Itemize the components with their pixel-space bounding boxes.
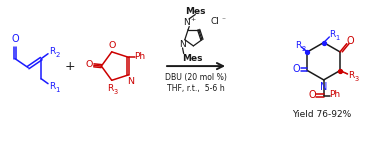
Text: R: R xyxy=(49,47,55,56)
Text: N: N xyxy=(183,18,190,27)
Text: Ph: Ph xyxy=(134,52,146,61)
Text: Mes: Mes xyxy=(182,54,202,63)
Text: +: + xyxy=(65,60,75,73)
Text: O: O xyxy=(108,41,115,50)
Text: O: O xyxy=(347,36,354,46)
Text: ⁻: ⁻ xyxy=(221,15,225,24)
Text: 2: 2 xyxy=(55,52,60,58)
Text: +: + xyxy=(190,17,196,22)
Text: R: R xyxy=(295,41,301,50)
Text: R: R xyxy=(49,82,55,91)
Text: R: R xyxy=(348,71,354,80)
Text: N: N xyxy=(127,77,134,86)
Text: DBU (20 mol %): DBU (20 mol %) xyxy=(165,73,227,82)
Text: Cl: Cl xyxy=(210,18,219,26)
Text: O: O xyxy=(85,60,93,69)
Text: THF, r.t.,  5-6 h: THF, r.t., 5-6 h xyxy=(167,84,225,93)
Text: O: O xyxy=(293,64,300,74)
Text: O: O xyxy=(309,90,316,100)
Text: N: N xyxy=(179,40,186,49)
Text: 3: 3 xyxy=(113,89,118,95)
Text: Yield 76-92%: Yield 76-92% xyxy=(292,110,351,119)
Text: 1: 1 xyxy=(336,35,340,41)
Text: R: R xyxy=(107,84,113,93)
Text: 3: 3 xyxy=(355,76,359,82)
Text: Ph: Ph xyxy=(329,90,340,99)
Text: 1: 1 xyxy=(55,87,60,93)
Text: 2: 2 xyxy=(302,46,306,52)
Text: O: O xyxy=(11,34,19,44)
Text: Mes: Mes xyxy=(185,7,205,16)
Text: R: R xyxy=(329,30,335,39)
Text: N: N xyxy=(320,82,328,92)
